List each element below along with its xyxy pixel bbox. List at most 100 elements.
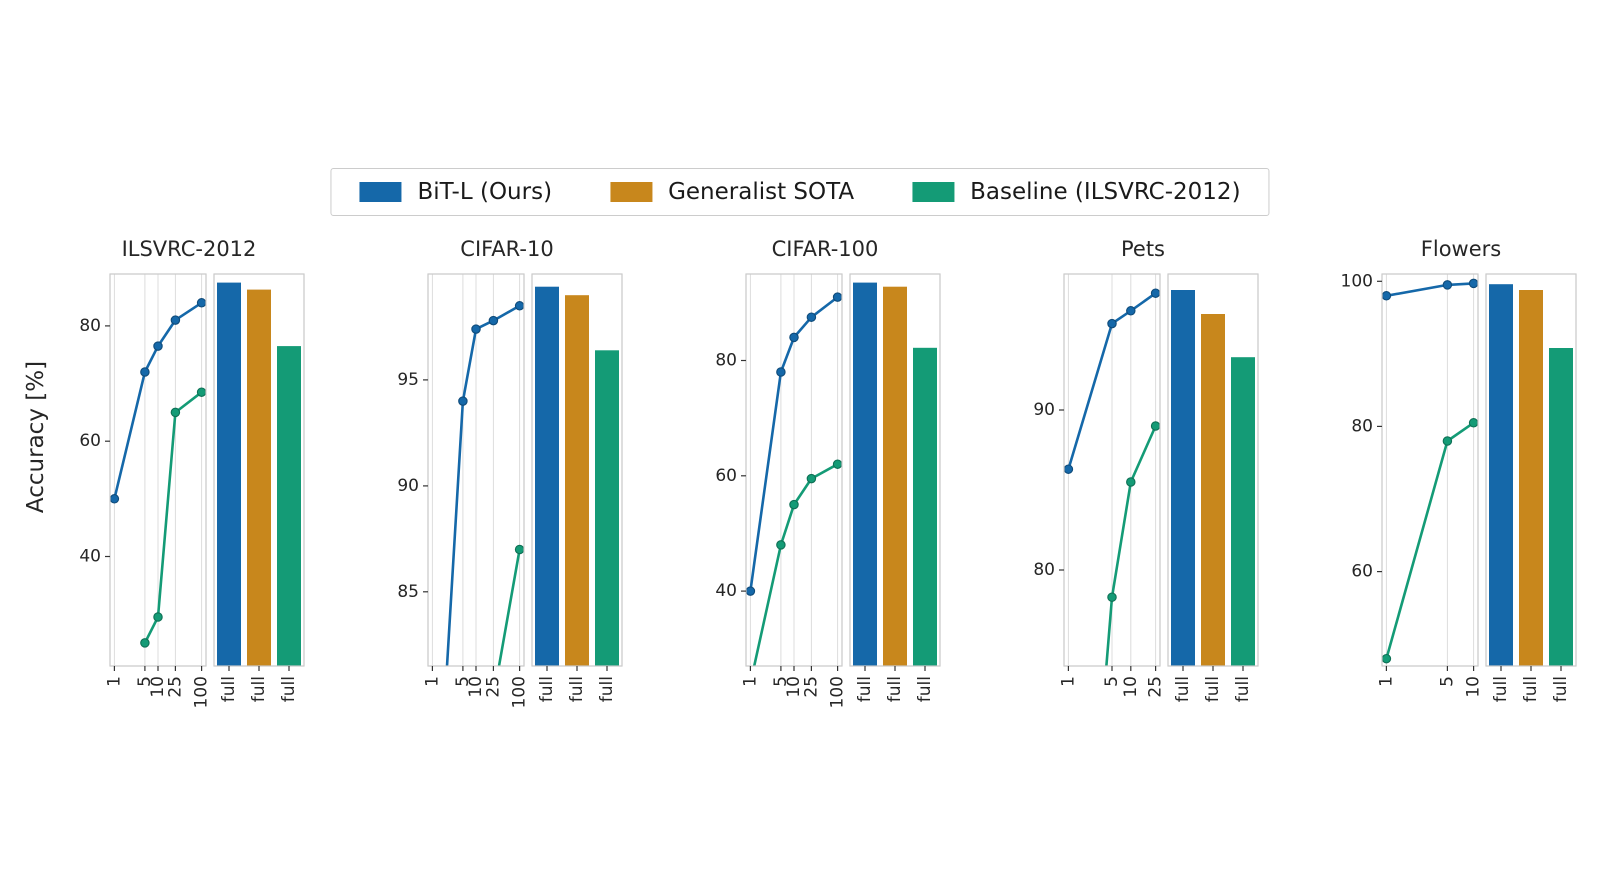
x-tick-label: 100 bbox=[510, 676, 530, 708]
panel-title: CIFAR-100 bbox=[771, 237, 879, 261]
x-tick-label: 100 bbox=[828, 676, 848, 708]
data-point-bit-l-ours bbox=[1107, 318, 1117, 329]
data-point-baseline-ilsvrc-2012 bbox=[514, 544, 524, 555]
x-tick-label: 1 bbox=[1376, 676, 1396, 687]
bar-tick-label: full bbox=[1203, 676, 1223, 702]
x-tick-label: 25 bbox=[483, 676, 503, 698]
data-point-bit-l-ours bbox=[110, 494, 120, 504]
data-point-baseline-ilsvrc-2012 bbox=[1382, 653, 1392, 664]
x-tick-label: 10 bbox=[1121, 676, 1141, 698]
line-plot-area bbox=[1064, 288, 1160, 666]
panel-cifar-100: CIFAR-100 40 60 80 1 5 10 25 100 full full full bbox=[702, 236, 948, 744]
y-axis-label: Accuracy [%] bbox=[23, 360, 49, 514]
y-tick-label: 40 bbox=[79, 547, 101, 567]
x-tick-label: 10 bbox=[784, 676, 804, 698]
bar-generalist-sota bbox=[1201, 314, 1225, 666]
bar-tick-label: full bbox=[597, 676, 617, 702]
panel-flowers: Flowers 60 80 100 1 5 10 full full full bbox=[1338, 236, 1584, 744]
panel-title: Pets bbox=[1120, 237, 1165, 261]
y-tick-label: 80 bbox=[715, 351, 737, 371]
legend-item-bit-l: BiT-L (Ours) bbox=[359, 179, 552, 205]
x-tick-label: 5 bbox=[453, 676, 473, 687]
data-point-baseline-ilsvrc-2012 bbox=[806, 473, 817, 484]
x-tick-label: 5 bbox=[135, 676, 155, 687]
bar-tick-label: full bbox=[1173, 676, 1193, 702]
bar-generalist-sota bbox=[565, 295, 589, 666]
x-tick-label: 25 bbox=[165, 676, 185, 698]
legend-label-baseline: Baseline (ILSVRC-2012) bbox=[970, 179, 1241, 205]
data-point-bit-l-ours bbox=[806, 312, 817, 322]
bar-bit-l-ours bbox=[853, 282, 877, 666]
data-point-baseline-ilsvrc-2012 bbox=[789, 499, 799, 510]
y-tick-label: 40 bbox=[715, 581, 737, 601]
panel-chart: 60 80 100 1 5 10 full full full bbox=[1341, 271, 1577, 702]
y-tick-label: 80 bbox=[1351, 416, 1373, 436]
line-axes-frame bbox=[1381, 273, 1479, 667]
data-point-bit-l-ours bbox=[776, 367, 786, 377]
y-tick-label: 95 bbox=[397, 370, 419, 390]
y-tick-label: 60 bbox=[715, 466, 737, 486]
bar-generalist-sota bbox=[883, 286, 907, 666]
data-point-baseline-ilsvrc-2012 bbox=[153, 612, 163, 622]
data-point-bit-l-ours bbox=[153, 341, 163, 351]
data-point-bit-l-ours bbox=[471, 324, 481, 334]
data-point-bit-l-ours bbox=[170, 315, 181, 325]
bar-tick-label: full bbox=[567, 676, 587, 702]
line-plot-area bbox=[1382, 278, 1478, 664]
bar-baseline-ilsvrc-2012 bbox=[1549, 348, 1573, 666]
data-point-baseline-ilsvrc-2012 bbox=[170, 407, 181, 418]
data-point-baseline-ilsvrc-2012 bbox=[1150, 421, 1160, 431]
line-series-baseline-ilsvrc-2012 bbox=[1385, 421, 1475, 661]
bar-generalist-sota bbox=[247, 289, 271, 666]
legend-swatch-baseline bbox=[912, 182, 955, 202]
bar-tick-label: full bbox=[279, 676, 299, 702]
data-point-bit-l-ours bbox=[1150, 288, 1160, 298]
panel-chart: 80 90 1 510 25 full full full bbox=[1033, 273, 1259, 702]
data-point-baseline-ilsvrc-2012 bbox=[1442, 436, 1453, 446]
legend-label-generalist-sota: Generalist SOTA bbox=[668, 179, 855, 205]
line-series-baseline-ilsvrc-2012 bbox=[1105, 424, 1157, 666]
legend-label-bit-l: BiT-L (Ours) bbox=[417, 179, 553, 205]
y-tick-label: 100 bbox=[1341, 271, 1373, 291]
legend: BiT-L (Ours) Generalist SOTA Baseline (I… bbox=[330, 168, 1270, 216]
bar-tick-label: full bbox=[1491, 676, 1511, 702]
x-tick-label: 1 bbox=[104, 676, 124, 687]
bar-baseline-ilsvrc-2012 bbox=[277, 346, 301, 666]
data-point-bit-l-ours bbox=[1064, 464, 1074, 474]
y-tick-label: 80 bbox=[1033, 560, 1055, 580]
data-point-bit-l-ours bbox=[1126, 306, 1136, 316]
data-point-baseline-ilsvrc-2012 bbox=[1468, 418, 1478, 428]
bar-tick-label: full bbox=[537, 676, 557, 702]
y-tick-label: 85 bbox=[397, 582, 419, 602]
bar-bit-l-ours bbox=[1171, 290, 1195, 666]
bar-tick-label: full bbox=[1521, 676, 1541, 702]
bar-tick-label: full bbox=[219, 676, 239, 702]
bar-tick-label: full bbox=[885, 676, 905, 702]
panel-cifar-10: CIFAR-10 85 90 95 1 5 10 25 100 full full full bbox=[384, 236, 630, 744]
line-series-baseline-ilsvrc-2012 bbox=[497, 548, 521, 666]
x-tick-label: 5 bbox=[1437, 676, 1457, 687]
line-plot-area bbox=[746, 292, 842, 666]
legend-item-baseline: Baseline (ILSVRC-2012) bbox=[912, 179, 1241, 205]
line-plot-area bbox=[110, 298, 206, 648]
x-tick-label: 25 bbox=[801, 676, 821, 698]
x-tick-label: 5 bbox=[1102, 676, 1122, 687]
x-tick-label: 5 bbox=[771, 676, 791, 687]
bar-generalist-sota bbox=[1519, 290, 1543, 666]
line-series-bit-l-ours bbox=[1067, 291, 1157, 471]
panels: ILSVRC-2012 40 60 80 1 5 10 25 100 full full full CI… bbox=[66, 236, 1584, 744]
y-tick-label: 90 bbox=[1033, 400, 1055, 420]
y-tick-label: 90 bbox=[397, 476, 419, 496]
bar-tick-label: full bbox=[1233, 676, 1253, 702]
panel-title: CIFAR-10 bbox=[460, 237, 554, 261]
data-point-baseline-ilsvrc-2012 bbox=[832, 459, 842, 469]
bar-bit-l-ours bbox=[535, 286, 559, 666]
panel-title: ILSVRC-2012 bbox=[121, 237, 257, 261]
y-tick-label: 60 bbox=[1351, 562, 1373, 582]
data-point-baseline-ilsvrc-2012 bbox=[1126, 477, 1136, 487]
x-tick-label: 1 bbox=[740, 676, 760, 687]
x-tick-label: 10 bbox=[148, 676, 168, 698]
